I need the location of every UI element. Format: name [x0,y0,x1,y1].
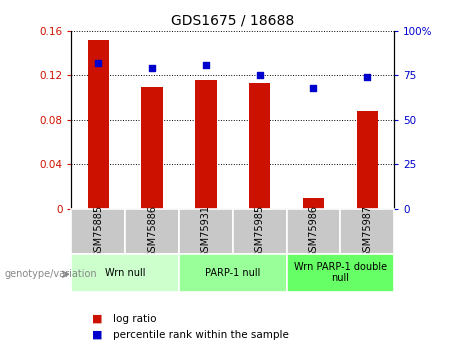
Point [310,85,317,91]
Bar [195,80,217,209]
Text: ■: ■ [92,330,103,339]
Bar [233,209,287,254]
Bar [287,254,394,292]
Text: ■: ■ [92,314,103,324]
Bar [71,254,179,292]
Text: log ratio: log ratio [113,314,156,324]
Bar [303,198,324,209]
Bar [287,209,340,254]
Point [364,75,371,80]
Point [256,73,263,78]
Point [202,62,210,68]
Bar [142,87,163,209]
Title: GDS1675 / 18688: GDS1675 / 18688 [171,13,295,27]
Bar [356,111,378,209]
Text: GSM75987: GSM75987 [362,205,372,258]
Text: GSM75885: GSM75885 [93,205,103,258]
Text: Wrn PARP-1 double
null: Wrn PARP-1 double null [294,262,387,283]
Text: percentile rank within the sample: percentile rank within the sample [113,330,289,339]
Bar [179,209,233,254]
Bar [249,83,271,209]
Text: Wrn null: Wrn null [105,268,146,277]
Text: genotype/variation: genotype/variation [5,269,97,279]
Point [148,66,156,71]
Point [95,60,102,66]
Bar [88,40,109,209]
Text: GSM75986: GSM75986 [308,205,319,258]
Text: GSM75886: GSM75886 [147,205,157,258]
Bar [125,209,179,254]
Text: GSM75985: GSM75985 [254,205,265,258]
Text: PARP-1 null: PARP-1 null [205,268,260,277]
Bar [340,209,394,254]
Bar [179,254,287,292]
Bar [71,209,125,254]
Text: GSM75931: GSM75931 [201,205,211,258]
